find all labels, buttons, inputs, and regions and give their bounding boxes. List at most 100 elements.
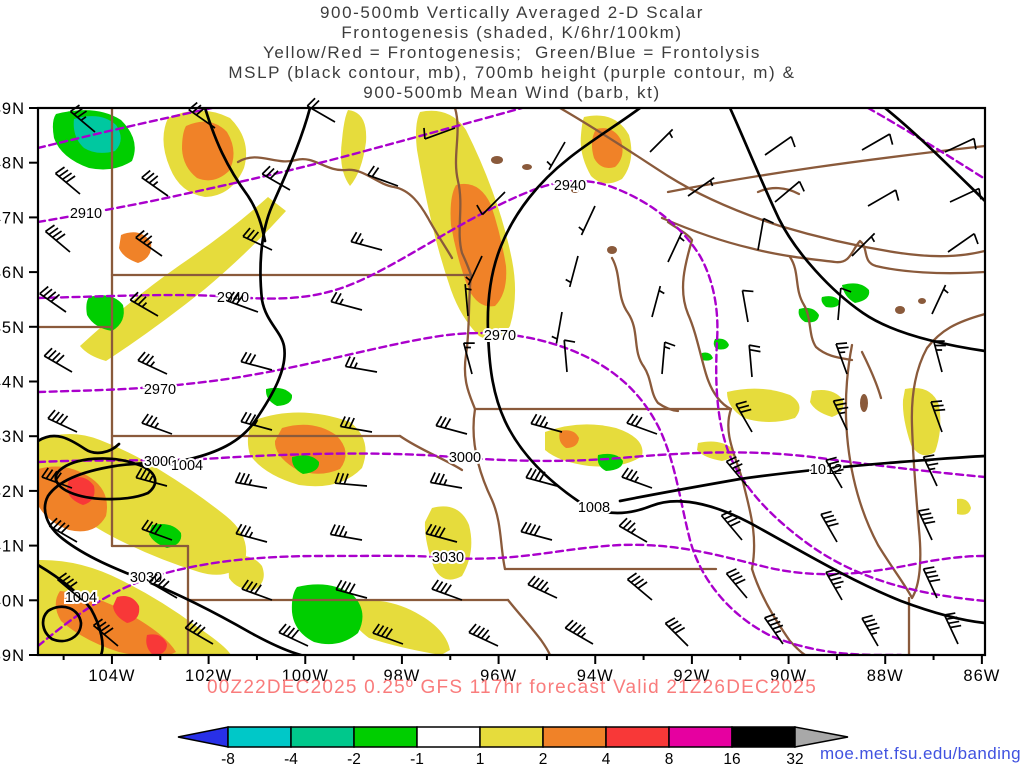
- wind-barb: [578, 205, 596, 236]
- wind-barb: [137, 351, 168, 375]
- contour-label: 2910: [70, 206, 102, 222]
- colorbar-segment: [227, 726, 292, 748]
- wind-barb: [435, 415, 468, 435]
- wind-barb: [44, 224, 71, 253]
- wind-barb: [41, 467, 73, 489]
- lat-tick-label: 41N: [0, 538, 25, 556]
- wind-barb: [141, 519, 173, 541]
- wind-barb: [837, 287, 852, 321]
- lon-tick-label: 94W: [577, 667, 614, 685]
- title-line-4: MSLP (black contour, mb), 700mb height (…: [228, 63, 796, 82]
- colorbar: -8 -4 -2 -1 1 2 4 8 16 32: [177, 726, 849, 768]
- colorbar-tick-label: -8: [221, 751, 235, 768]
- forecast-info-text: 00Z22DEC2025 0.25º GFS 117hr forecast Va…: [207, 677, 817, 698]
- wind-barb: [618, 517, 648, 543]
- wind-barb: [476, 191, 506, 216]
- wind-barb: [429, 472, 463, 489]
- title-line-3: Yellow/Red = Frontogenesis; Green/Blue =…: [262, 43, 762, 62]
- wind-barb: [947, 232, 979, 253]
- wind-barb: [687, 176, 715, 197]
- wind-barb: [825, 568, 844, 601]
- wind-barb: [141, 413, 173, 435]
- lon-tick-label: 98W: [383, 667, 420, 685]
- colorbar-segment: [542, 726, 607, 748]
- colorbar-segment: [290, 726, 355, 748]
- wind-barb: [621, 467, 653, 489]
- wind-barb: [861, 614, 880, 647]
- contour-label: 3000: [144, 454, 176, 470]
- colorbar-right-arrow: [794, 726, 849, 748]
- wind-barb: [520, 521, 553, 541]
- lat-tick-label: 44N: [0, 374, 25, 392]
- wind-barb: [832, 398, 849, 431]
- wind-barb: [563, 339, 576, 373]
- lon-tick-label: 92W: [673, 667, 710, 685]
- wind-barb: [774, 180, 805, 203]
- wind-barb: [825, 456, 844, 489]
- wind-barb: [141, 169, 169, 197]
- wind-barb: [135, 467, 168, 487]
- chart-title: 900-500mb Vertically Averaged 2-D Scalar…: [0, 3, 1024, 103]
- lat-tick-label: 39N: [0, 647, 25, 665]
- wind-barb: [188, 101, 216, 129]
- wind-barb: [757, 217, 774, 251]
- wind-barb: [546, 141, 566, 171]
- lat-tick-label: 46N: [0, 264, 25, 282]
- wind-barb: [350, 231, 383, 251]
- wind-barb: [527, 575, 558, 599]
- wind-barb: [931, 284, 949, 315]
- colorbar-segment: [479, 726, 544, 748]
- colorbar-tick-label: -2: [347, 751, 361, 768]
- title-line-2: Frontogenesis (shaded, K/6hr/100km): [341, 23, 683, 42]
- wind-barb: [464, 284, 472, 317]
- height-contours-700mb: [38, 108, 985, 655]
- wind-barb: [649, 128, 674, 153]
- wind-barb: [56, 572, 83, 601]
- contour-label: 2970: [144, 382, 176, 398]
- wind-barb: [741, 289, 754, 323]
- lat-tick-label: 45N: [0, 319, 25, 337]
- wind-barb: [949, 187, 982, 203]
- wind-barb: [664, 617, 689, 647]
- wind-barb: [851, 232, 876, 257]
- wind-barb: [943, 612, 962, 645]
- wind-barb: [917, 508, 936, 541]
- wind-barb: [92, 618, 119, 647]
- wind-barb: [465, 255, 483, 286]
- colorbar-segment: [731, 726, 796, 748]
- contour-label: 2970: [484, 328, 516, 344]
- wind-barb: [242, 227, 273, 251]
- website-link[interactable]: moe.met.fsu.edu/banding: [819, 744, 1021, 763]
- wind-barb: [261, 165, 291, 191]
- colorbar-tick-label: 8: [665, 751, 674, 768]
- wind-barb: [932, 340, 946, 373]
- wind-barb: [764, 135, 796, 156]
- lon-tick-label: 100W: [282, 667, 329, 685]
- wind-barb: [820, 510, 839, 543]
- wind-barb: [129, 291, 159, 317]
- contour-label: 2940: [554, 178, 586, 194]
- wind-barb: [626, 413, 658, 435]
- colorbar-tick-label: 1: [476, 751, 485, 768]
- wind-barb: [922, 566, 941, 599]
- wind-barb: [227, 291, 259, 313]
- mslp-contours: [38, 108, 985, 655]
- contour-label: 3030: [130, 570, 162, 586]
- wind-barb: [525, 467, 558, 487]
- wind-barb: [372, 623, 404, 645]
- wind-barb: [241, 579, 273, 601]
- lon-tick-label: 88W: [867, 667, 904, 685]
- lat-tick-label: 48N: [0, 155, 25, 173]
- wind-barb: [564, 619, 594, 645]
- wind-barb: [462, 342, 475, 375]
- wind-barb: [240, 411, 273, 431]
- wind-barb: [47, 409, 78, 433]
- wind-barb: [626, 572, 653, 601]
- wind-barb: [367, 165, 399, 187]
- contour-label: 3000: [449, 450, 481, 466]
- wind-barb: [922, 454, 939, 487]
- lon-axis: 104W 102W 100W 98W 96W 94W 92W 90W 88W 86W: [62, 655, 999, 685]
- wind-barb: [48, 517, 78, 543]
